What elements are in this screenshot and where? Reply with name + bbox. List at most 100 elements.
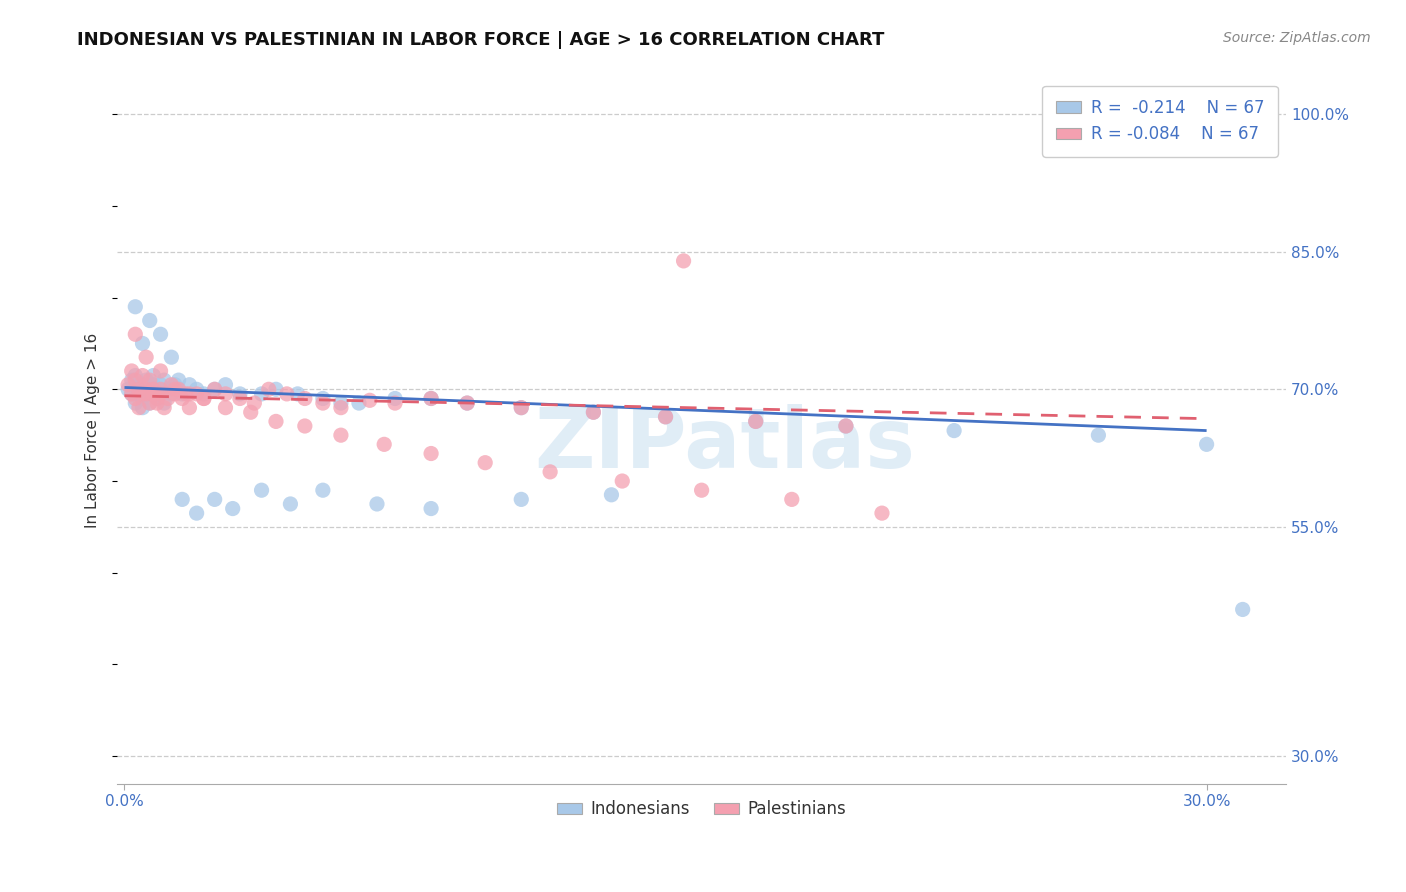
Point (943, 424, 966, 438)
Point (222, 501, 245, 516)
Point (186, 382, 208, 396)
Point (163, 382, 186, 396)
Point (250, 387, 273, 401)
Point (510, 401, 533, 415)
Point (420, 501, 443, 516)
Text: Source: ZipAtlas.com: Source: ZipAtlas.com (1223, 31, 1371, 45)
Point (366, 497, 388, 511)
Point (131, 401, 153, 415)
Point (600, 488, 623, 502)
Point (131, 387, 153, 401)
Point (131, 377, 153, 392)
Point (146, 392, 169, 406)
Point (121, 387, 143, 401)
Point (835, 419, 858, 434)
Point (163, 387, 186, 401)
Point (146, 392, 169, 406)
Point (420, 446, 443, 460)
Point (124, 392, 146, 406)
Point (128, 401, 150, 415)
Point (186, 387, 208, 401)
Point (287, 387, 309, 401)
Point (163, 377, 186, 392)
Point (835, 419, 858, 434)
Point (131, 368, 153, 383)
Point (312, 483, 335, 498)
Point (204, 382, 226, 396)
Point (124, 300, 146, 314)
Point (359, 393, 381, 408)
Point (156, 392, 179, 406)
Point (153, 373, 176, 387)
Point (117, 377, 139, 392)
Point (264, 382, 287, 396)
Point (193, 392, 215, 406)
Point (146, 382, 169, 396)
Point (135, 350, 157, 364)
Text: INDONESIAN VS PALESTINIAN IN LABOR FORCE | AGE > 16 CORRELATION CHART: INDONESIAN VS PALESTINIAN IN LABOR FORCE… (77, 31, 884, 49)
Point (149, 382, 172, 396)
Point (456, 396, 478, 410)
Point (474, 456, 496, 470)
Point (294, 419, 316, 434)
Point (214, 401, 236, 415)
Point (538, 465, 561, 479)
Point (1087, 428, 1109, 442)
Point (179, 387, 201, 401)
Point (149, 364, 172, 378)
Point (312, 396, 335, 410)
Point (780, 492, 803, 507)
Point (329, 428, 352, 442)
Point (612, 474, 634, 488)
Point (329, 401, 352, 415)
Point (179, 377, 201, 392)
Point (124, 368, 146, 383)
Point (142, 368, 165, 383)
Point (204, 492, 226, 507)
Point (135, 382, 157, 396)
Point (654, 409, 676, 424)
Point (121, 387, 143, 401)
Point (121, 364, 143, 378)
Point (239, 405, 262, 419)
Point (329, 396, 352, 410)
Point (672, 253, 695, 268)
Point (193, 387, 215, 401)
Point (149, 377, 172, 392)
Point (582, 405, 605, 419)
Point (138, 313, 160, 327)
Point (257, 382, 280, 396)
Point (172, 392, 194, 406)
Point (420, 392, 443, 406)
Point (149, 387, 172, 401)
Y-axis label: In Labor Force | Age > 16: In Labor Force | Age > 16 (86, 333, 101, 528)
Point (142, 382, 165, 396)
Point (384, 396, 406, 410)
Point (347, 396, 370, 410)
Point (582, 405, 605, 419)
Point (153, 396, 176, 410)
Point (276, 387, 298, 401)
Point (193, 392, 215, 406)
Point (204, 382, 226, 396)
Point (870, 506, 893, 520)
Point (172, 387, 194, 401)
Point (156, 382, 179, 396)
Point (135, 373, 157, 387)
Point (138, 373, 160, 387)
Point (214, 377, 236, 392)
Point (131, 392, 153, 406)
Point (135, 387, 157, 401)
Point (420, 392, 443, 406)
Point (153, 401, 176, 415)
Point (172, 492, 194, 507)
Point (456, 396, 478, 410)
Point (124, 373, 146, 387)
Point (373, 437, 395, 451)
Point (138, 396, 160, 410)
Point (744, 414, 766, 428)
Point (135, 382, 157, 396)
Point (117, 382, 139, 396)
Point (124, 327, 146, 342)
Point (131, 336, 153, 351)
